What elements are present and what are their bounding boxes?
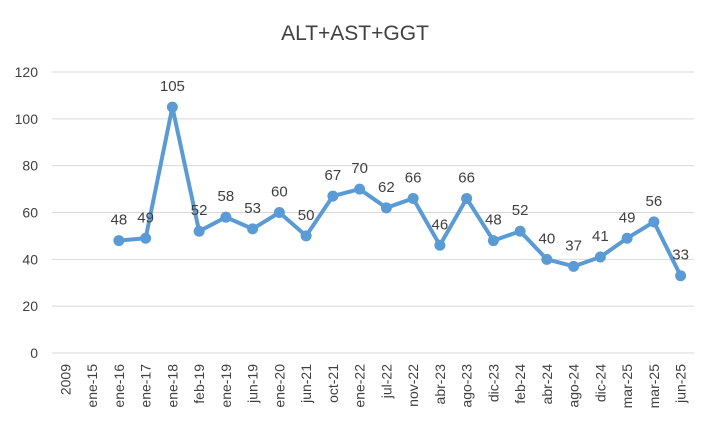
data-point	[487, 235, 499, 247]
x-tick-label: jul-22	[378, 364, 394, 399]
data-label: 60	[271, 184, 288, 201]
y-tick-label: 0	[30, 345, 38, 361]
data-label: 53	[244, 200, 261, 217]
y-tick-label: 100	[15, 111, 39, 127]
data-point	[273, 207, 285, 218]
x-tick-label: ene-22	[352, 364, 368, 408]
data-label: 66	[405, 169, 422, 186]
x-tick-label: ene-19	[218, 364, 234, 408]
x-tick-label: ene-20	[271, 364, 287, 408]
x-tick-label: nov-22	[405, 364, 421, 407]
series-line-group	[116, 105, 683, 278]
data-point	[621, 232, 633, 244]
data-label: 33	[672, 247, 689, 264]
data-point	[434, 239, 446, 251]
data-point	[300, 230, 312, 242]
data-label: 37	[565, 237, 582, 254]
y-axis-ticks: 0 20 40 60 80 100 120	[15, 64, 39, 361]
data-label: 50	[298, 207, 315, 224]
x-tick-label: dic-23	[485, 364, 501, 402]
x-tick-label: jun-19	[245, 364, 261, 404]
data-label: 48	[111, 212, 128, 229]
x-tick-label: ene-18	[164, 364, 180, 408]
x-tick-label: jun-25	[673, 364, 689, 404]
x-tick-label: dic-24	[592, 364, 608, 402]
y-tick-label: 80	[22, 158, 38, 174]
data-label: 49	[137, 209, 154, 226]
chart-title: ALT+AST+GGT	[281, 22, 429, 45]
data-point	[407, 192, 419, 204]
data-label: 40	[539, 230, 556, 247]
data-points	[113, 101, 687, 282]
x-tick-label: feb-19	[191, 364, 207, 404]
data-label: 41	[592, 228, 609, 245]
x-axis-ticks: 2009 ene-15 ene-16 ene-17 ene-18 feb-19 ene-19…	[57, 364, 688, 409]
x-tick-label: mar-25	[619, 364, 635, 409]
data-point	[514, 225, 526, 237]
data-label: 52	[512, 202, 529, 219]
data-label: 62	[378, 179, 395, 196]
data-point	[648, 216, 660, 228]
data-label: 56	[646, 193, 663, 210]
data-point	[327, 190, 339, 202]
data-point	[113, 235, 125, 247]
x-tick-label: ago-24	[566, 364, 582, 408]
data-label: 66	[458, 169, 475, 186]
y-tick-label: 120	[15, 64, 39, 80]
data-point	[247, 223, 259, 235]
data-point	[220, 211, 232, 223]
x-tick-label: ene-15	[84, 364, 100, 408]
data-point	[166, 101, 178, 113]
x-tick-label: abr-23	[432, 364, 448, 405]
data-point	[594, 251, 606, 263]
data-point	[461, 192, 473, 204]
data-label: 52	[191, 202, 208, 219]
data-label: 58	[218, 188, 235, 205]
data-label: 49	[619, 209, 636, 226]
data-label: 105	[160, 78, 185, 95]
data-point	[140, 232, 152, 244]
x-tick-label: ene-17	[138, 364, 154, 408]
y-tick-label: 20	[22, 298, 38, 314]
x-tick-label: feb-24	[512, 364, 528, 404]
data-point	[568, 260, 580, 272]
data-point	[675, 270, 687, 282]
x-tick-label: mar-25	[646, 364, 662, 409]
y-tick-label: 60	[22, 205, 38, 221]
data-point	[541, 253, 553, 265]
data-label: 70	[351, 160, 368, 177]
series-line	[116, 105, 683, 278]
data-label: 48	[485, 212, 502, 229]
y-tick-label: 40	[22, 251, 38, 267]
x-tick-label: abr-24	[539, 364, 555, 405]
data-label: 67	[325, 167, 342, 184]
x-tick-label: ago-23	[459, 364, 475, 408]
data-point	[193, 225, 205, 237]
data-label: 46	[432, 216, 449, 233]
x-tick-label: jun-21	[298, 364, 314, 404]
x-tick-label: 2009	[57, 364, 73, 395]
data-point	[354, 183, 366, 195]
data-point	[380, 202, 392, 214]
x-tick-label: oct-21	[325, 364, 341, 403]
data-labels: 48 49 105 52 58 53 60 50 67 70 62 66 46 66 48 52 40 37 41 4…	[111, 78, 689, 264]
x-tick-label: ene-16	[111, 364, 127, 408]
